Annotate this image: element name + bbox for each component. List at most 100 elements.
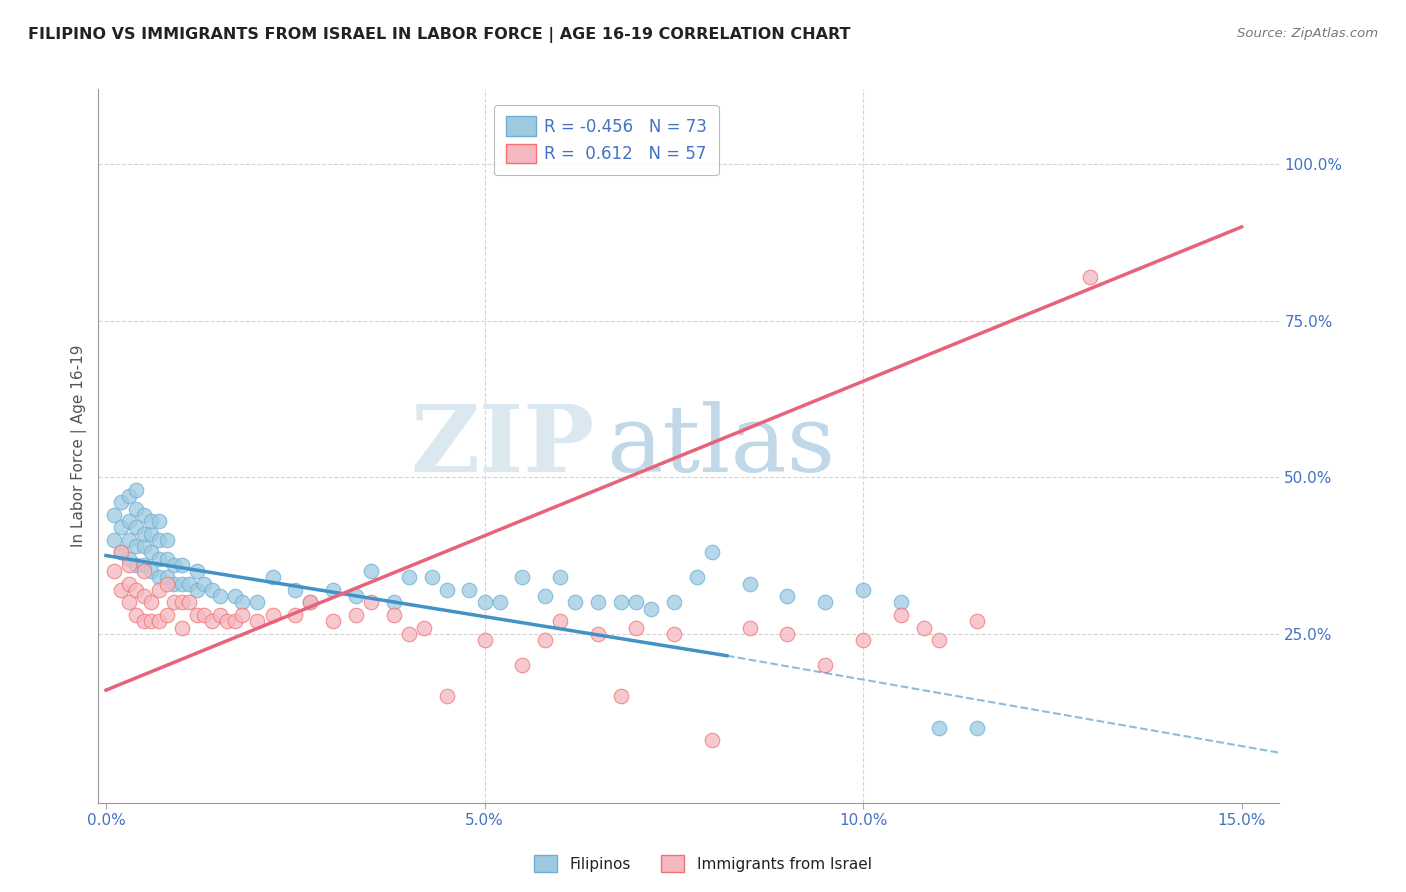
Immigrants from Israel	[208, 607, 231, 622]
Immigrants from Israel	[246, 614, 269, 628]
Immigrants from Israel	[512, 658, 534, 673]
Immigrants from Israel	[1078, 270, 1101, 285]
Immigrants from Israel	[912, 621, 935, 635]
Filipinos	[110, 520, 132, 534]
Text: ZIP: ZIP	[411, 401, 595, 491]
Filipinos	[928, 721, 950, 735]
Immigrants from Israel	[125, 582, 148, 597]
Immigrants from Israel	[170, 621, 193, 635]
Immigrants from Israel	[814, 658, 837, 673]
Filipinos	[382, 595, 405, 609]
Immigrants from Israel	[262, 607, 284, 622]
Filipinos	[890, 595, 912, 609]
Immigrants from Israel	[474, 633, 496, 648]
Filipinos	[141, 526, 163, 541]
Filipinos	[132, 539, 155, 553]
Filipinos	[125, 501, 148, 516]
Filipinos	[132, 526, 155, 541]
Filipinos	[118, 551, 141, 566]
Filipinos	[586, 595, 609, 609]
Filipinos	[179, 576, 201, 591]
Immigrants from Israel	[118, 576, 141, 591]
Immigrants from Israel	[852, 633, 875, 648]
Immigrants from Israel	[586, 627, 609, 641]
Immigrants from Israel	[148, 614, 170, 628]
Filipinos	[231, 595, 253, 609]
Filipinos	[360, 564, 382, 578]
Legend: Filipinos, Immigrants from Israel: Filipinos, Immigrants from Israel	[527, 847, 879, 880]
Filipinos	[118, 533, 141, 547]
Immigrants from Israel	[141, 595, 163, 609]
Immigrants from Israel	[186, 607, 208, 622]
Filipinos	[208, 589, 231, 603]
Immigrants from Israel	[662, 627, 685, 641]
Filipinos	[155, 533, 177, 547]
Filipinos	[512, 570, 534, 584]
Filipinos	[155, 551, 177, 566]
Filipinos	[624, 595, 647, 609]
Filipinos	[299, 595, 322, 609]
Filipinos	[662, 595, 685, 609]
Immigrants from Israel	[284, 607, 307, 622]
Filipinos	[148, 514, 170, 528]
Filipinos	[344, 589, 367, 603]
Filipinos	[125, 558, 148, 572]
Filipinos	[548, 570, 571, 584]
Filipinos	[193, 576, 215, 591]
Filipinos	[284, 582, 307, 597]
Filipinos	[148, 551, 170, 566]
Filipinos	[474, 595, 496, 609]
Legend: R = -0.456   N = 73, R =  0.612   N = 57: R = -0.456 N = 73, R = 0.612 N = 57	[494, 104, 718, 175]
Filipinos	[685, 570, 707, 584]
Immigrants from Israel	[890, 607, 912, 622]
Filipinos	[163, 558, 186, 572]
Immigrants from Israel	[155, 576, 177, 591]
Immigrants from Israel	[548, 614, 571, 628]
Filipinos	[201, 582, 224, 597]
Filipinos	[814, 595, 837, 609]
Filipinos	[110, 495, 132, 509]
Immigrants from Israel	[610, 690, 633, 704]
Filipinos	[966, 721, 988, 735]
Filipinos	[246, 595, 269, 609]
Immigrants from Israel	[624, 621, 647, 635]
Text: Source: ZipAtlas.com: Source: ZipAtlas.com	[1237, 27, 1378, 40]
Immigrants from Israel	[299, 595, 322, 609]
Immigrants from Israel	[436, 690, 458, 704]
Immigrants from Israel	[193, 607, 215, 622]
Filipinos	[262, 570, 284, 584]
Filipinos	[564, 595, 586, 609]
Filipinos	[186, 564, 208, 578]
Immigrants from Israel	[776, 627, 799, 641]
Immigrants from Israel	[125, 607, 148, 622]
Filipinos	[700, 545, 723, 559]
Filipinos	[141, 514, 163, 528]
Filipinos	[110, 545, 132, 559]
Immigrants from Israel	[738, 621, 761, 635]
Immigrants from Israel	[132, 614, 155, 628]
Immigrants from Israel	[966, 614, 988, 628]
Immigrants from Israel	[413, 621, 436, 635]
Immigrants from Israel	[132, 564, 155, 578]
Filipinos	[186, 582, 208, 597]
Immigrants from Israel	[928, 633, 950, 648]
Filipinos	[170, 576, 193, 591]
Immigrants from Israel	[201, 614, 224, 628]
Immigrants from Israel	[118, 558, 141, 572]
Immigrants from Israel	[141, 614, 163, 628]
Filipinos	[776, 589, 799, 603]
Immigrants from Israel	[110, 545, 132, 559]
Filipinos	[118, 489, 141, 503]
Immigrants from Israel	[700, 733, 723, 747]
Filipinos	[170, 558, 193, 572]
Filipinos	[148, 570, 170, 584]
Text: FILIPINO VS IMMIGRANTS FROM ISRAEL IN LABOR FORCE | AGE 16-19 CORRELATION CHART: FILIPINO VS IMMIGRANTS FROM ISRAEL IN LA…	[28, 27, 851, 43]
Filipinos	[125, 483, 148, 497]
Filipinos	[436, 582, 458, 597]
Filipinos	[534, 589, 557, 603]
Filipinos	[224, 589, 246, 603]
Filipinos	[163, 576, 186, 591]
Filipinos	[132, 508, 155, 522]
Immigrants from Israel	[382, 607, 405, 622]
Filipinos	[103, 508, 125, 522]
